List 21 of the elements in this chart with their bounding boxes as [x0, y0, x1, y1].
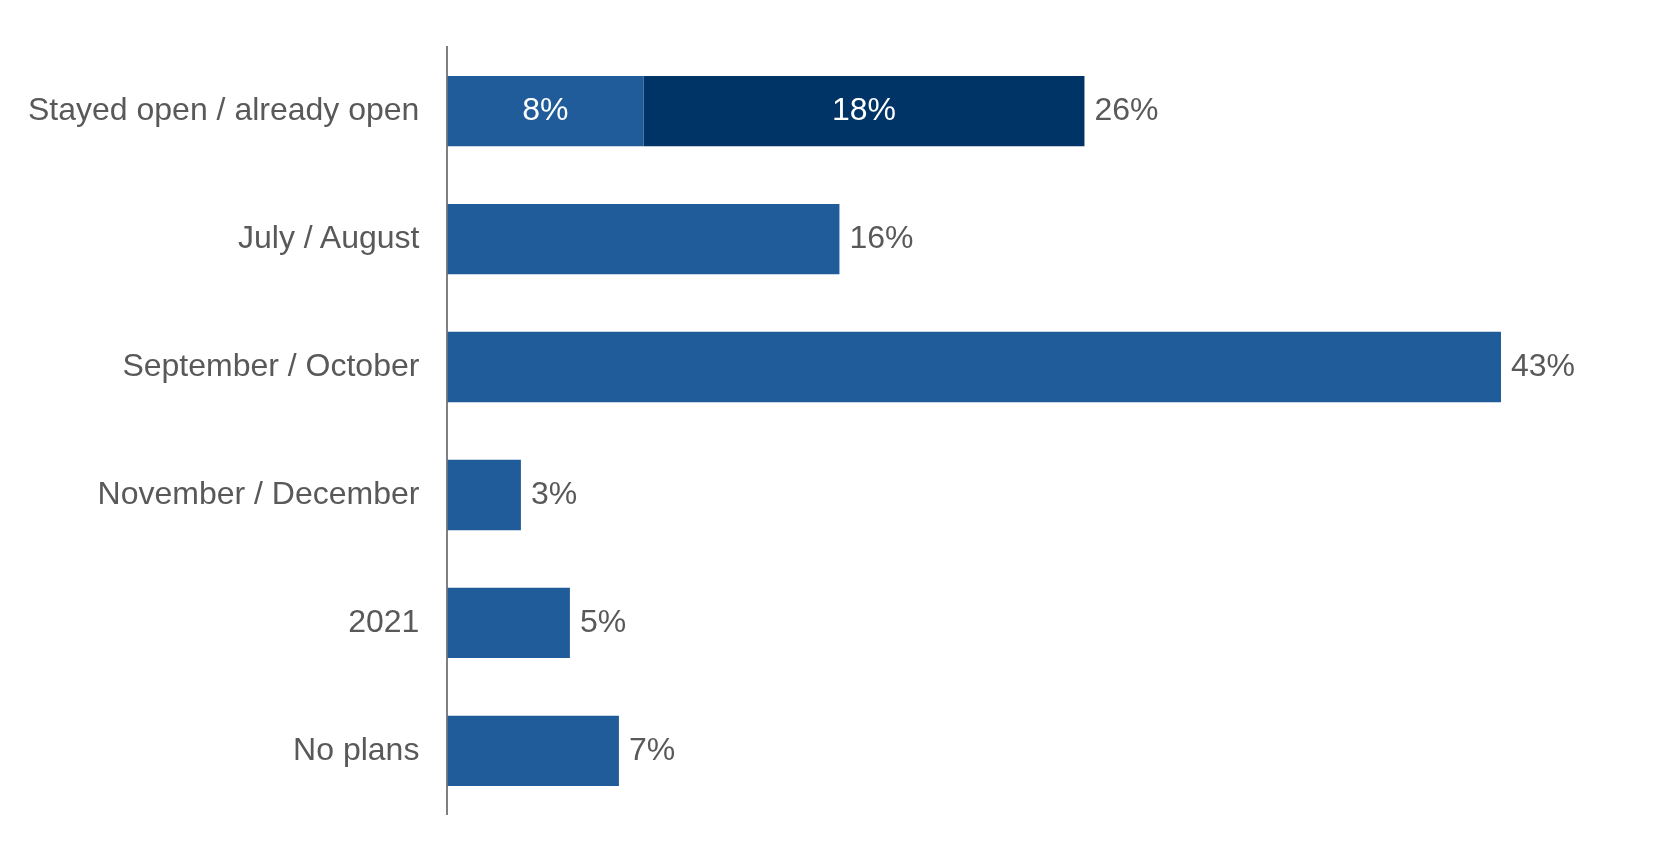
bar	[447, 715, 619, 787]
y-tick-label: 2021	[348, 602, 420, 639]
bar	[447, 203, 840, 275]
data-label: 43%	[1511, 346, 1576, 383]
bar	[643, 75, 1085, 147]
data-label: 8%	[522, 90, 569, 127]
y-tick-label: Stayed open / already open	[28, 90, 420, 127]
bar	[447, 587, 570, 659]
y-tick-label: November / December	[97, 474, 420, 511]
data-label: 5%	[579, 602, 627, 639]
bar	[447, 75, 644, 147]
bar	[447, 331, 1501, 403]
bar	[447, 459, 521, 531]
y-tick-label: September / October	[122, 346, 420, 383]
data-label: 7%	[628, 730, 676, 767]
data-label: 18%	[831, 90, 896, 127]
y-tick-label: July / August	[237, 218, 420, 255]
data-label: 3%	[530, 474, 578, 511]
y-tick-label: No plans	[293, 730, 420, 767]
total-label: 26%	[1094, 90, 1159, 127]
data-label: 16%	[849, 218, 914, 255]
